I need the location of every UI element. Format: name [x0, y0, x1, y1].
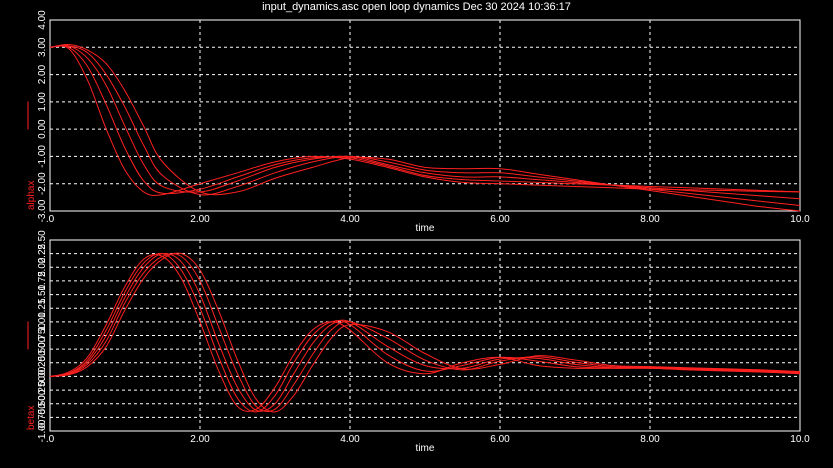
- y-tick-label: 0.250: [37, 350, 48, 375]
- y-tick-label: -0.500: [37, 389, 48, 418]
- y-tick-label: 0.00: [37, 119, 48, 139]
- series-line-4: [49, 253, 801, 412]
- x-axis-label: time: [416, 443, 435, 454]
- y-tick-label: 2.00: [37, 64, 48, 84]
- y-tick-label: -1.00: [37, 145, 48, 168]
- x-tick-label: 4.00: [340, 214, 360, 225]
- series-line-3: [49, 252, 801, 412]
- y-tick-label: 1.75: [37, 271, 48, 291]
- x-tick-label: 2.00: [190, 434, 210, 445]
- y-tick-label: 2.50: [37, 230, 48, 250]
- x-tick-label: 6.00: [490, 434, 510, 445]
- x-tick-label: 8.00: [640, 434, 660, 445]
- series-line-2: [49, 45, 801, 195]
- y-tick-label: -1.00: [37, 419, 48, 442]
- y-tick-label: 0.00: [37, 366, 48, 386]
- series-line-5: [49, 44, 801, 212]
- x-tick-label: 8.00: [640, 214, 660, 225]
- x-tick-label: 10.0: [790, 434, 810, 445]
- y-tick-label: -0.750: [37, 403, 48, 432]
- x-tick-label: 10.0: [790, 214, 810, 225]
- y-tick-label: 1.50: [37, 284, 48, 304]
- y-tick-label: 0.750: [37, 323, 48, 348]
- x-tick-label: 2.00: [190, 214, 210, 225]
- y-axis-label: betax: [26, 406, 37, 430]
- series-line-1: [49, 254, 801, 412]
- y-tick-label: 4.00: [37, 10, 48, 30]
- x-tick-label: .0: [46, 434, 55, 445]
- series-line-3: [49, 44, 801, 200]
- series-line-4: [49, 45, 801, 207]
- y-tick-label: 1.00: [37, 312, 48, 332]
- y-tick-label: 1.00: [37, 92, 48, 112]
- y-tick-label: 3.00: [37, 37, 48, 57]
- y-tick-label: -3.00: [37, 199, 48, 222]
- y-tick-label: -0.250: [37, 375, 48, 404]
- series-line-2: [49, 252, 801, 413]
- y-axis-label: alphax: [26, 181, 37, 210]
- y-tick-label: 0.500: [37, 336, 48, 361]
- y-tick-label: 2.00: [37, 257, 48, 277]
- y-tick-label: 1.25: [37, 298, 48, 318]
- plot-frame: [49, 19, 801, 212]
- x-tick-label: 6.00: [490, 214, 510, 225]
- chart-title: input_dynamics.asc open loop dynamics De…: [262, 1, 571, 13]
- x-tick-label: .0: [46, 214, 55, 225]
- y-tick-label: 2.25: [37, 243, 48, 263]
- x-tick-label: 4.00: [340, 434, 360, 445]
- x-axis-label: time: [416, 223, 435, 234]
- y-tick-label: -2.00: [37, 172, 48, 195]
- series-line-5: [49, 252, 801, 413]
